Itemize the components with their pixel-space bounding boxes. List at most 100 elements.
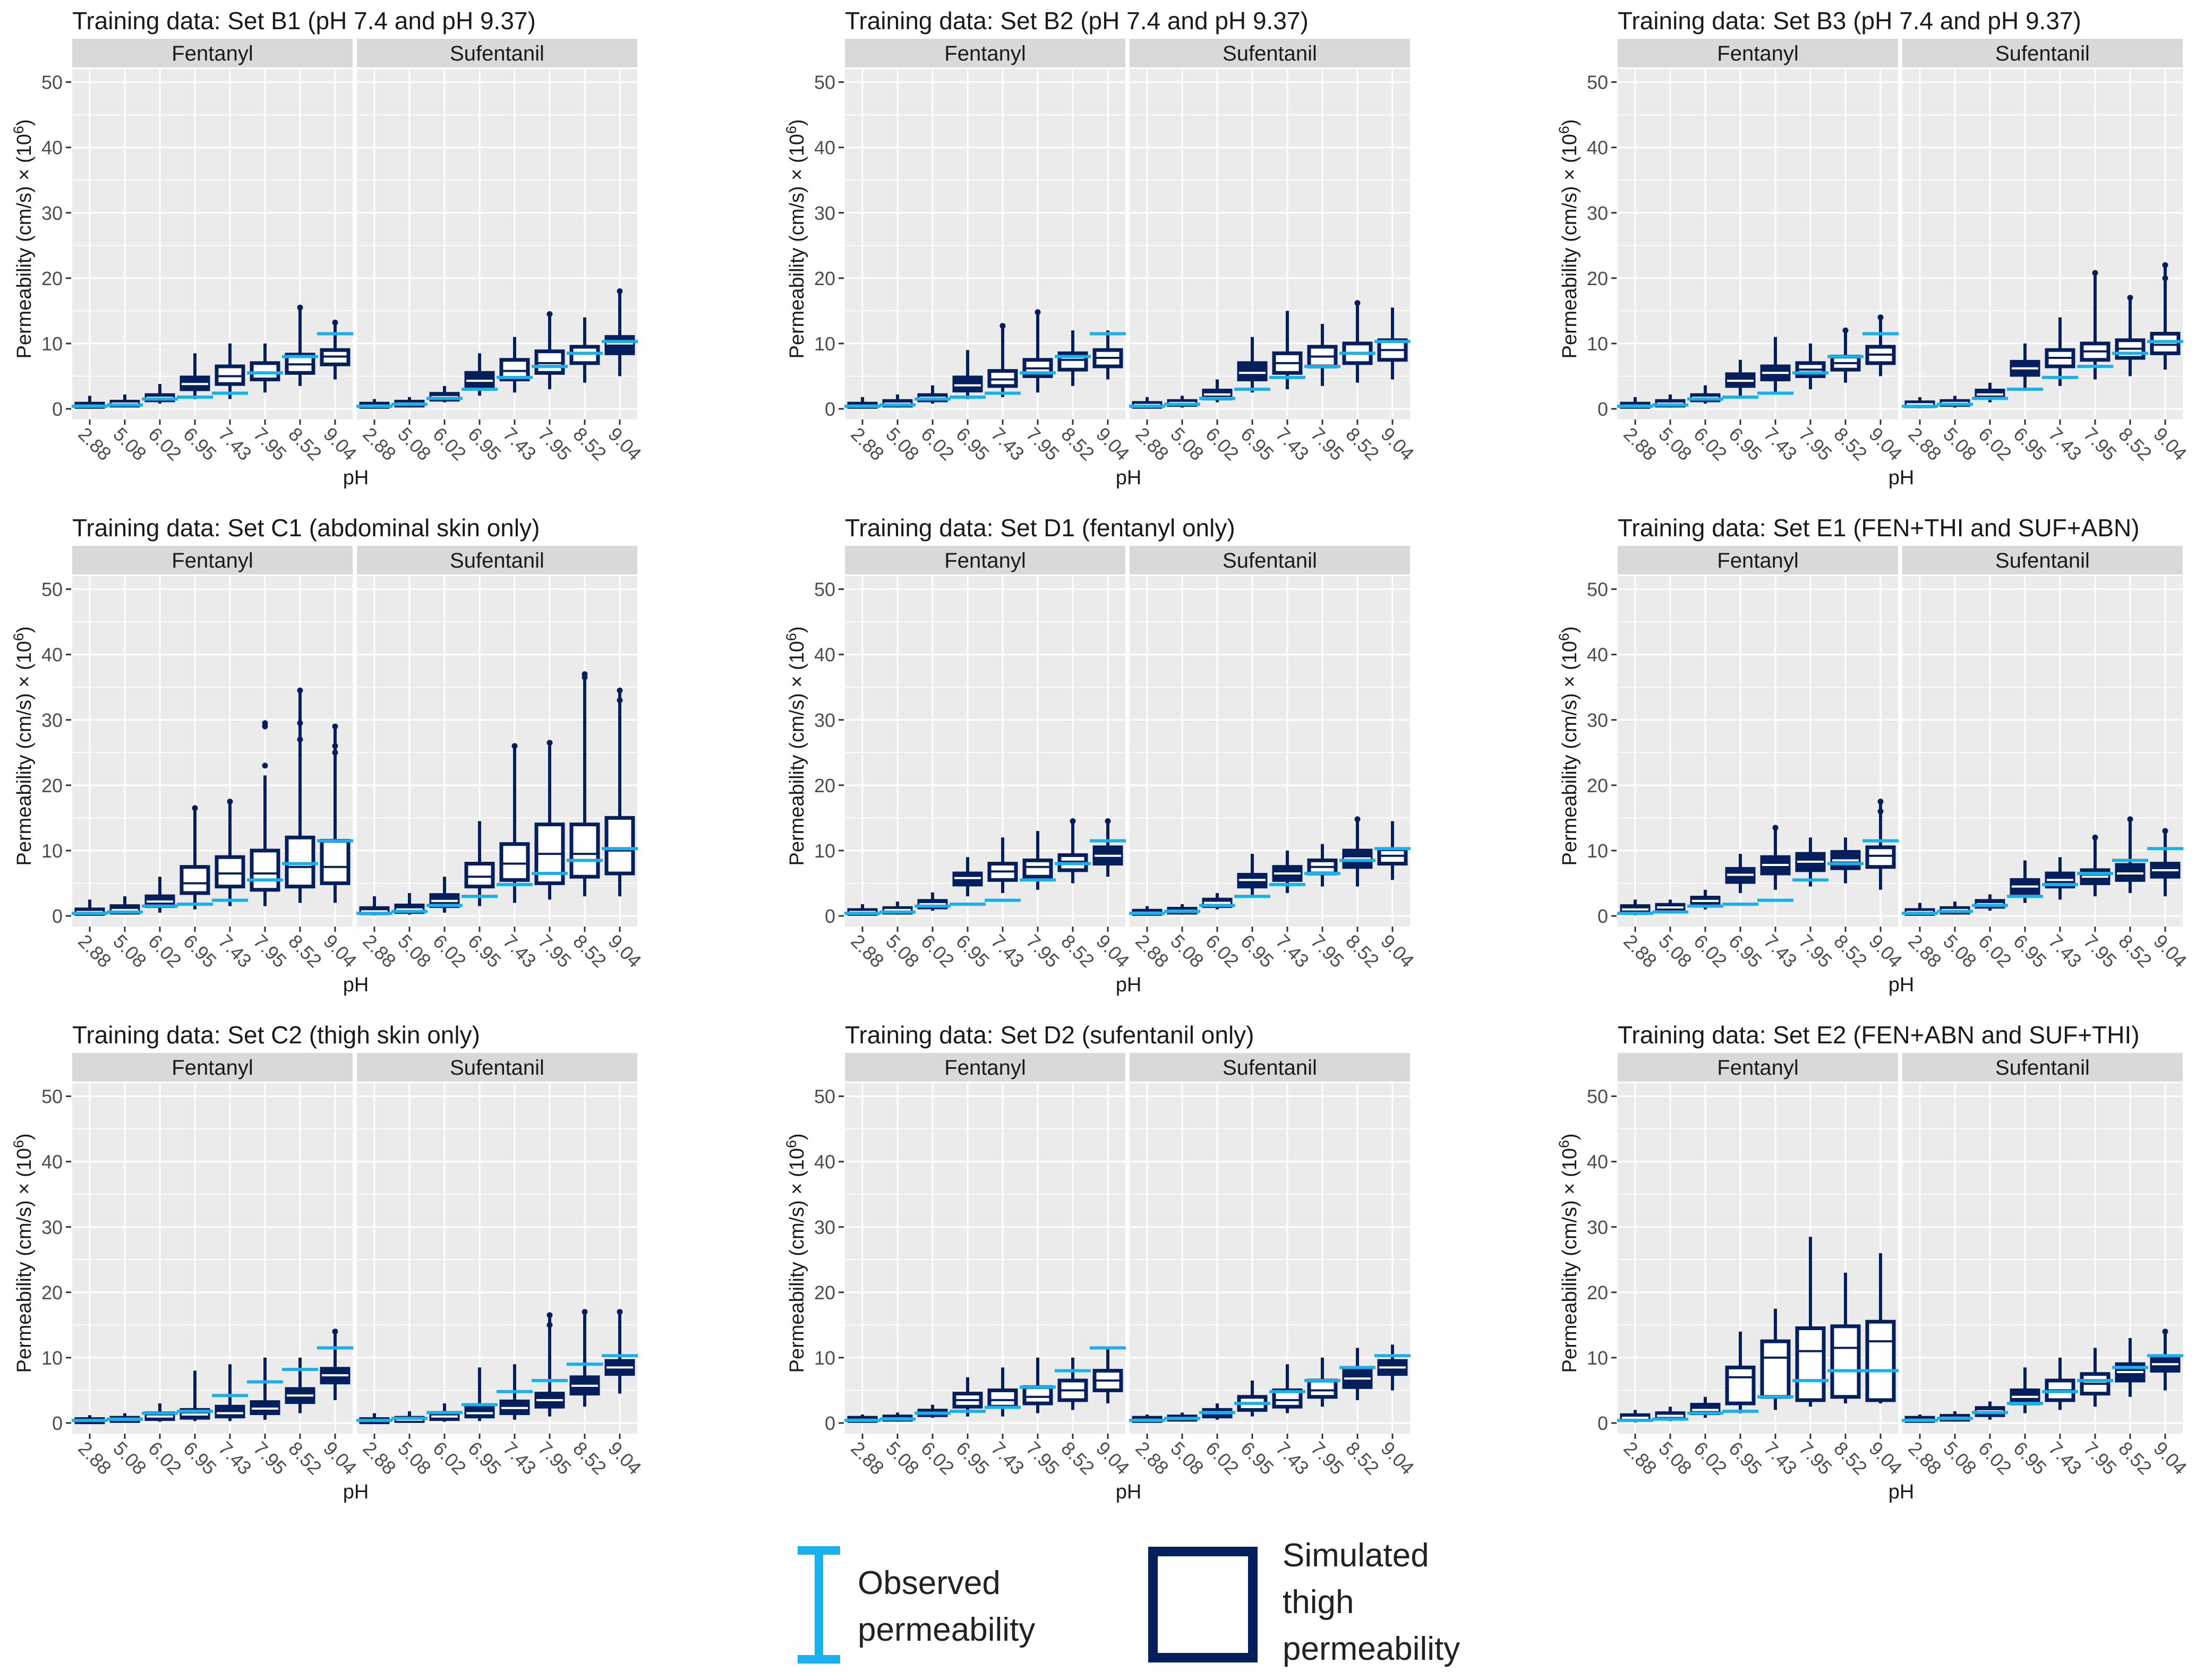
- x-tick-label: 6.95: [1724, 930, 1766, 972]
- y-tick-label: 40: [41, 137, 63, 159]
- x-axis-label: pH: [1116, 1481, 1142, 1503]
- x-tick-label: 6.02: [1201, 423, 1243, 465]
- x-tick-label: 8.52: [1057, 930, 1099, 972]
- x-tick-label: 7.95: [249, 930, 291, 972]
- facet-sufentanil: Sufentanil 2.885.086.026.957.437.958.529.…: [356, 39, 646, 465]
- x-tick-label: 7.43: [1271, 1437, 1313, 1479]
- panel-title: Training data: Set E1 (FEN+THI and SUF+A…: [1618, 514, 2140, 542]
- simulated-box: [569, 822, 600, 879]
- x-tick-label: 7.43: [2044, 930, 2086, 972]
- outlier-point: [2127, 816, 2133, 822]
- x-tick-label: 6.02: [144, 423, 186, 465]
- x-axis-label: pH: [1116, 467, 1142, 489]
- x-axis-label: pH: [1889, 467, 1915, 489]
- panel-5: Training data: Set D1 (fentanyl only) Per…: [783, 514, 1419, 996]
- x-tick-label: 8.52: [1830, 1437, 1872, 1479]
- x-tick-label: 7.43: [499, 930, 541, 972]
- outlier-point: [617, 1309, 623, 1315]
- y-tick-label: 0: [825, 905, 835, 927]
- facet-strip: [1130, 1053, 1410, 1082]
- outlier-point: [999, 323, 1006, 329]
- facet-fentanyl: Fentanyl 2.885.086.026.957.437.958.529.04: [1617, 39, 1907, 465]
- x-tick-label: 2.88: [1619, 1437, 1661, 1479]
- simulated-box: [320, 838, 351, 885]
- x-tick-label: 7.95: [534, 423, 576, 465]
- observed-legend-icon: [798, 1546, 840, 1664]
- x-tick-label: 8.52: [1830, 930, 1872, 972]
- plot-background: [1130, 69, 1410, 419]
- x-tick-label: 6.02: [1689, 423, 1731, 465]
- simulated-box: [285, 835, 315, 889]
- x-tick-label: 7.43: [214, 1437, 256, 1479]
- x-tick-label: 8.52: [1341, 423, 1383, 465]
- x-tick-label: 7.43: [987, 1437, 1029, 1479]
- x-tick-label: 7.43: [1271, 930, 1313, 972]
- x-tick-label: 9.04: [604, 930, 646, 972]
- simulated-box: [1795, 1326, 1826, 1402]
- x-tick-label: 6.02: [917, 930, 959, 972]
- x-axis-label: pH: [343, 467, 369, 489]
- y-tick-label: 50: [814, 72, 835, 93]
- panel-4: Training data: Set C1 (abdominal skin on…: [11, 514, 646, 996]
- facet-strip: [357, 39, 637, 67]
- plot-background: [1902, 69, 2183, 419]
- plot-background: [72, 1083, 353, 1434]
- y-tick-label: 40: [814, 644, 835, 666]
- x-tick-label: 5.08: [1166, 1437, 1208, 1479]
- outlier-point: [1105, 818, 1111, 825]
- facet-strip: [1618, 1053, 1898, 1082]
- y-tick-label: 40: [814, 1151, 835, 1173]
- x-tick-label: 7.95: [1306, 930, 1348, 972]
- y-tick-label: 10: [814, 840, 835, 862]
- x-tick-label: 6.02: [144, 1437, 186, 1479]
- x-tick-label: 5.08: [882, 423, 924, 465]
- simulated-box: [1725, 1365, 1756, 1405]
- observed-legend-line1: Observed: [858, 1565, 1001, 1601]
- simulated-box: [215, 1404, 245, 1419]
- facet-strip: [845, 39, 1125, 67]
- panel-6: Training data: Set E1 (FEN+THI and SUF+A…: [1556, 514, 2191, 996]
- panel-title: Training data: Set D2 (sufentanil only): [845, 1021, 1254, 1049]
- x-tick-label: 7.95: [1022, 930, 1064, 972]
- x-tick-label: 6.95: [464, 1437, 506, 1479]
- facet-strip: [357, 546, 637, 575]
- x-tick-label: 8.52: [2114, 930, 2156, 972]
- x-tick-label: 5.08: [1654, 1437, 1696, 1479]
- outlier-point: [332, 743, 338, 749]
- outlier-point: [1354, 300, 1361, 306]
- x-tick-label: 7.95: [2079, 423, 2121, 465]
- x-tick-label: 2.88: [847, 1437, 888, 1479]
- plot-background: [845, 576, 1125, 927]
- facet-label: Fentanyl: [172, 42, 253, 65]
- outlier-point: [332, 1328, 338, 1335]
- x-tick-label: 7.43: [1759, 930, 1801, 972]
- facet-strip: [1902, 39, 2183, 67]
- x-tick-label: 2.88: [1131, 930, 1173, 972]
- outlier-point: [2127, 295, 2133, 301]
- x-tick-label: 6.95: [2009, 930, 2051, 972]
- simulated-box: [1022, 1385, 1053, 1405]
- x-tick-label: 6.02: [1974, 423, 2016, 465]
- y-tick-label: 0: [52, 1412, 63, 1434]
- panel-3: Training data: Set B3 (pH 7.4 and pH 9.3…: [1556, 7, 2191, 489]
- y-tick-label: 10: [41, 1347, 63, 1369]
- x-tick-label: 6.02: [429, 930, 471, 972]
- x-tick-label: 7.43: [499, 423, 541, 465]
- outlier-point: [1035, 309, 1041, 315]
- plot-background: [1618, 576, 1898, 927]
- y-tick-label: 40: [1587, 644, 1608, 666]
- x-tick-label: 6.02: [1201, 1437, 1243, 1479]
- x-tick-label: 5.08: [394, 423, 435, 465]
- y-tick-label: 40: [814, 137, 835, 159]
- x-tick-label: 6.95: [1724, 1437, 1766, 1479]
- x-tick-label: 5.08: [1166, 930, 1208, 972]
- simulated-box: [464, 862, 495, 889]
- facet-fentanyl: Fentanyl 2.885.086.026.957.437.958.529.04: [844, 1053, 1134, 1479]
- facet-sufentanil: Sufentanil 2.885.086.026.957.437.958.529.…: [1129, 546, 1419, 972]
- x-tick-label: 6.95: [952, 1437, 994, 1479]
- panel-8: Training data: Set D2 (sufentanil only) P…: [783, 1021, 1419, 1503]
- x-tick-label: 6.95: [952, 930, 994, 972]
- y-tick-label: 0: [825, 398, 835, 420]
- facet-strip: [845, 546, 1125, 575]
- x-tick-label: 7.43: [2044, 1437, 2086, 1479]
